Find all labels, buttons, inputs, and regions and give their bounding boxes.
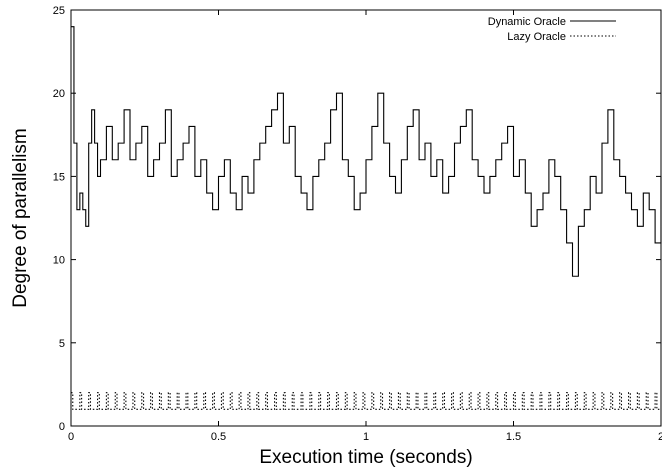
x-tick-label: 1 (363, 431, 369, 443)
x-tick-label: 1.5 (506, 431, 521, 443)
legend-label-dynamic-oracle: Dynamic Oracle (488, 16, 566, 28)
x-tick-label: 0 (68, 431, 74, 443)
y-axis-label: Degree of parallelism (10, 128, 31, 308)
y-tick-label: 20 (53, 88, 65, 100)
series-layer (71, 26, 662, 410)
y-tick-label: 15 (53, 171, 65, 183)
series-line-lazy-oracle (71, 392, 661, 410)
y-tick-label: 0 (59, 421, 65, 433)
y-tick-label: 5 (59, 338, 65, 350)
y-tick-label: 10 (53, 255, 65, 267)
series-line-dynamic-oracle (71, 26, 662, 277)
legend-label-lazy-oracle: Lazy Oracle (507, 31, 566, 43)
plot-frame (70, 9, 662, 427)
plot-area (70, 9, 662, 427)
legend: Dynamic Oracle Lazy Oracle (488, 16, 616, 43)
x-tick-label: 2 (658, 431, 662, 443)
x-tick-label: 0.5 (211, 431, 226, 443)
x-axis-label: Execution time (seconds) (259, 447, 472, 468)
y-tick-label: 25 (53, 5, 65, 17)
